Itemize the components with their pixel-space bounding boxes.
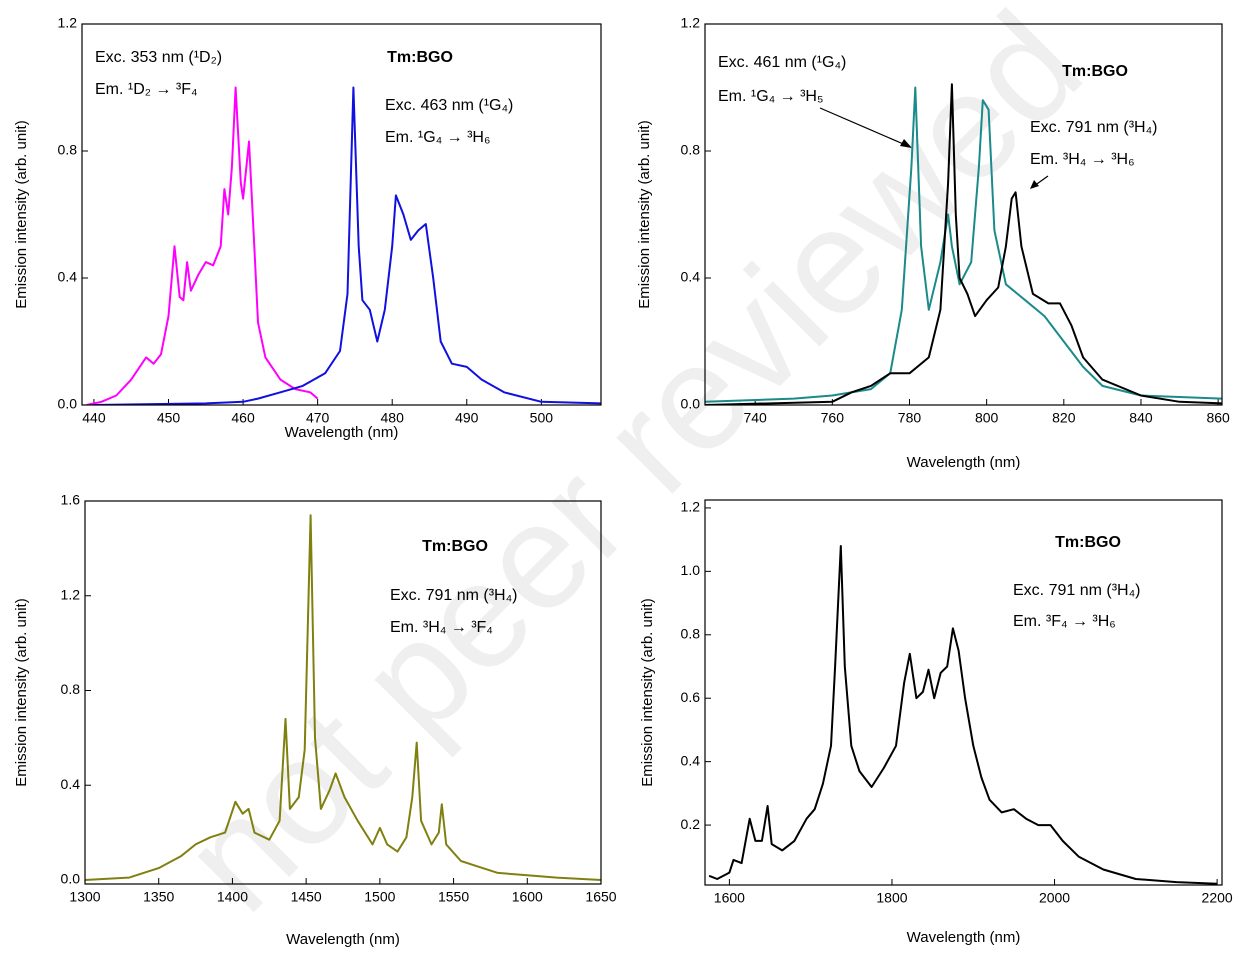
x-axis-label: Wavelength (nm) [907,454,1021,471]
y-tick-label: 1.2 [681,499,701,515]
y-tick-label: 1.2 [681,15,701,31]
y-axis-label: Emission intensity (arb. unit) [639,598,656,786]
x-tick-label: 1400 [217,889,248,905]
x-tick-label: 1550 [438,889,469,905]
y-tick-label: 0.4 [61,776,81,792]
y-tick-label: 1.2 [61,586,81,602]
y-axis-label: Emission intensity (arb. unit) [13,120,30,308]
y-tick-label: 0.4 [681,752,701,768]
annotation: Em. ¹D₂ → ³F₄ [95,81,198,98]
y-axis-label: Emission intensity (arb. unit) [13,598,30,786]
arrow [819,107,909,147]
x-tick-label: 1350 [143,889,174,905]
x-tick-label: 800 [975,410,999,426]
y-tick-label: 0.0 [58,396,78,412]
x-tick-label: 460 [231,410,255,426]
x-axis-label: Wavelength (nm) [285,424,399,441]
x-axis-label: Wavelength (nm) [907,929,1021,946]
plot-frame [704,23,1223,406]
panel-title: Tm:BGO [1062,63,1128,80]
annotation: Em. ¹G₄ → ³H₅ [718,88,823,105]
annotation: Exc. 353 nm (¹D₂) [95,49,222,66]
annotation: Em. ³F₄ → ³H₆ [1013,613,1116,630]
x-tick-label: 470 [306,410,330,426]
x-tick-label: 2200 [1202,890,1233,906]
plot-frame [84,500,602,885]
spectrum-line [705,86,1222,403]
x-tick-label: 490 [455,410,479,426]
panel-title: Tm:BGO [387,49,453,66]
spectrum-line [85,514,601,881]
x-tick-label: 1600 [512,889,543,905]
x-tick-label: 1650 [585,889,616,905]
y-tick-label: 0.8 [61,681,81,697]
y-tick-label: 0.8 [681,625,701,641]
x-tick-label: 1600 [714,890,745,906]
spectrum-line [86,86,319,405]
x-tick-label: 1800 [876,890,907,906]
plot-frame [704,499,1223,886]
x-tick-label: 840 [1129,410,1153,426]
panel-title: Tm:BGO [422,538,488,555]
y-axis-label: Emission intensity (arb. unit) [636,120,653,308]
panel-title: Tm:BGO [1055,534,1121,551]
y-tick-label: 0.2 [681,816,701,832]
x-tick-label: 780 [898,410,922,426]
arrowhead [1030,180,1039,189]
y-tick-label: 1.6 [61,492,81,508]
spectrum-line [93,86,601,405]
x-tick-label: 860 [1206,410,1230,426]
y-tick-label: 1.0 [681,562,701,578]
y-tick-label: 0.0 [61,871,81,887]
annotation: Em. ³H₄ → ³F₄ [390,619,493,636]
annotation: Exc. 791 nm (³H₄) [1013,582,1140,599]
annotation: Exc. 461 nm (¹G₄) [718,54,846,71]
annotation: Em. ¹G₄ → ³H₆ [385,129,490,146]
x-tick-label: 2000 [1039,890,1070,906]
x-tick-label: 450 [157,410,181,426]
x-tick-label: 480 [381,410,405,426]
arrowhead [900,139,912,148]
plot-frame [81,23,602,406]
x-tick-label: 1500 [364,889,395,905]
y-tick-label: 0.8 [58,142,78,158]
y-tick-label: 1.2 [58,15,78,31]
annotation: Exc. 463 nm (¹G₄) [385,97,513,114]
annotation: Em. ³H₄ → ³H₆ [1030,151,1135,168]
x-tick-label: 740 [743,410,767,426]
y-tick-label: 0.4 [58,269,78,285]
y-tick-label: 0.6 [681,689,701,705]
x-tick-label: 500 [530,410,554,426]
spectrum-line [708,545,1218,885]
y-tick-label: 0.4 [681,269,701,285]
spectrum-line [705,83,1222,405]
x-tick-label: 760 [821,410,845,426]
x-tick-label: 440 [82,410,106,426]
x-tick-label: 1300 [69,889,100,905]
annotation: Exc. 791 nm (³H₄) [390,587,517,604]
x-tick-label: 820 [1052,410,1076,426]
watermark: not peer reviewed [150,0,1112,942]
x-axis-label: Wavelength (nm) [286,931,400,948]
annotation: Exc. 791 nm (³H₄) [1030,119,1157,136]
x-tick-label: 1450 [291,889,322,905]
y-tick-label: 0.0 [681,396,701,412]
y-tick-label: 0.8 [681,142,701,158]
